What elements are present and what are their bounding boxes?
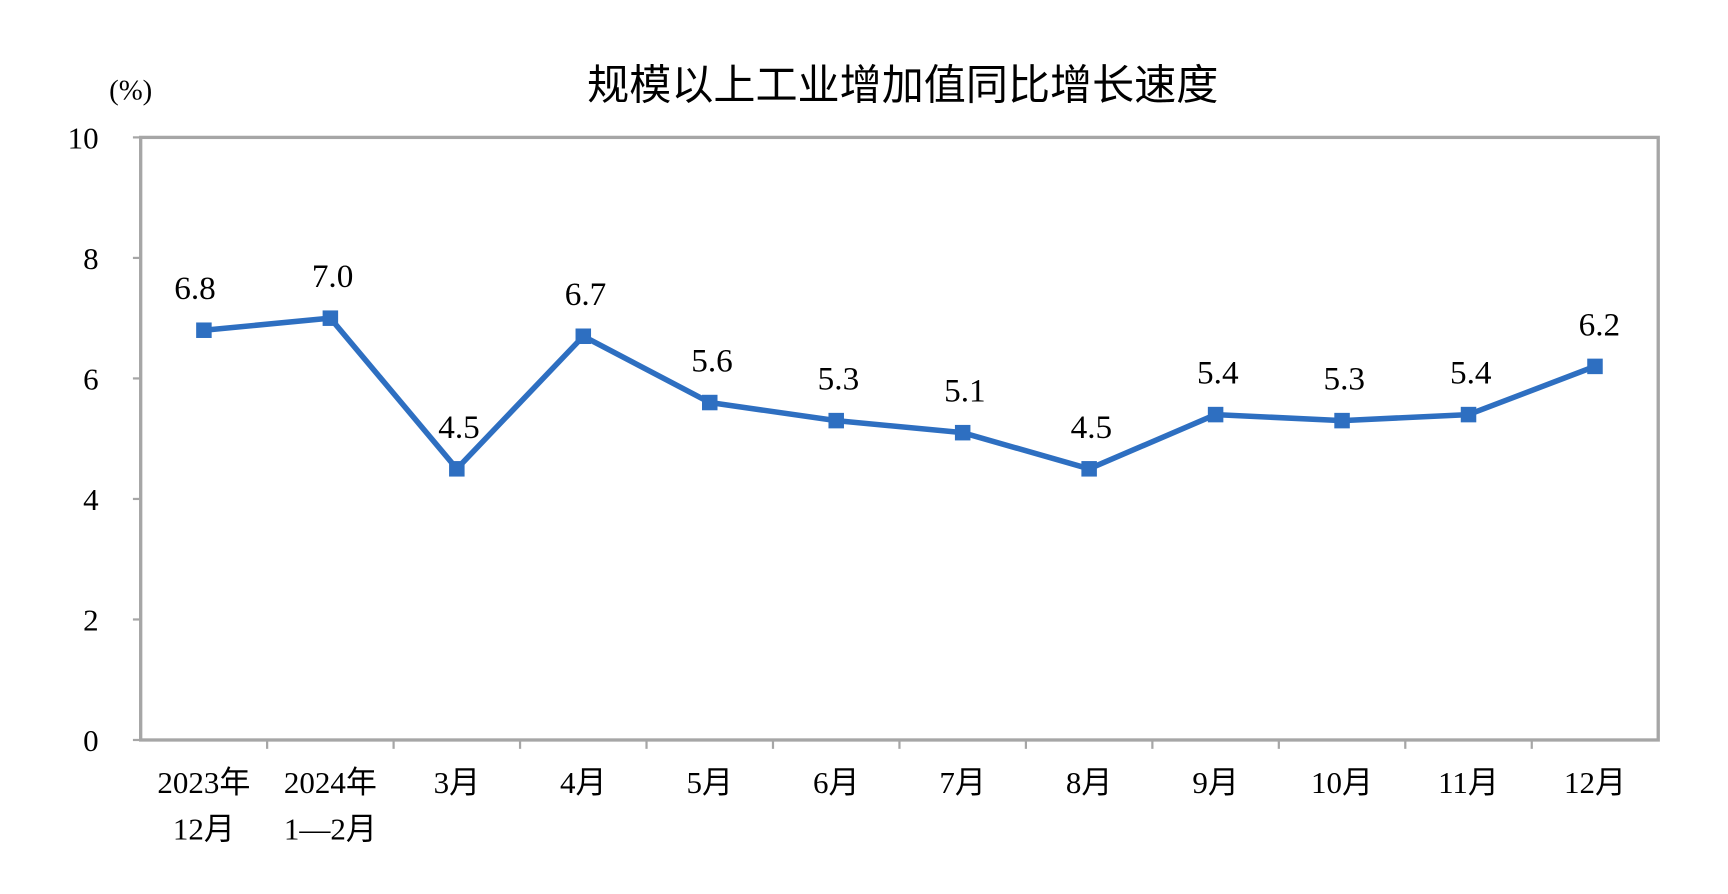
data-label: 5.6 (691, 343, 733, 380)
data-label: 5.3 (1324, 361, 1366, 398)
data-label: 7.0 (312, 258, 354, 295)
x-tick-label: 2024年 (284, 765, 377, 800)
y-tick-label: 2 (83, 603, 99, 638)
data-label: 4.5 (1071, 409, 1113, 446)
x-tick-label: 12月 (173, 812, 235, 847)
data-point-marker (196, 322, 212, 338)
data-label: 5.4 (1197, 355, 1239, 392)
x-tick-label: 3月 (434, 765, 481, 800)
x-tick-label: 1—2月 (284, 812, 377, 847)
x-tick-label: 2023年 (157, 765, 250, 800)
y-axis-unit: (%) (109, 75, 152, 107)
data-label: 6.2 (1579, 306, 1621, 343)
data-point-marker (1207, 406, 1224, 423)
plot-area-border (139, 135, 1660, 742)
y-tick-label: 0 (83, 723, 99, 758)
data-point-marker (1460, 406, 1477, 423)
data-label: 5.1 (944, 373, 986, 410)
x-tick-label: 10月 (1311, 765, 1373, 800)
y-tick-label: 6 (83, 362, 99, 397)
data-point-marker (449, 461, 465, 477)
data-label: 5.4 (1450, 355, 1492, 392)
x-tick-label: 11月 (1438, 765, 1499, 800)
data-label: 5.3 (818, 361, 860, 398)
y-tick-label: 4 (83, 482, 99, 517)
x-tick-label: 5月 (687, 765, 734, 800)
data-point-marker (1587, 358, 1603, 375)
data-point-marker (828, 412, 844, 429)
x-tick-label: 12月 (1564, 765, 1626, 800)
series-line (203, 315, 1596, 472)
data-point-marker (575, 328, 592, 345)
x-tick-label: 4月 (560, 765, 606, 800)
x-tick-label: 8月 (1066, 765, 1113, 800)
y-tick-label: 8 (83, 241, 99, 276)
data-point-marker (954, 424, 971, 441)
data-point-marker (702, 394, 718, 411)
data-label: 4.5 (438, 409, 480, 446)
x-tick-label: 9月 (1192, 765, 1239, 800)
data-point-marker (322, 310, 339, 326)
y-tick-label: 10 (68, 120, 99, 155)
data-label: 6.7 (565, 276, 607, 313)
data-point-marker (1081, 461, 1097, 477)
data-label: 6.8 (174, 270, 216, 307)
x-tick-label: 6月 (813, 765, 860, 800)
data-point-marker (1334, 412, 1350, 429)
chart-title: 规模以上工业增加值同比增长速度 (587, 61, 1218, 110)
x-tick-label: 7月 (939, 765, 986, 800)
